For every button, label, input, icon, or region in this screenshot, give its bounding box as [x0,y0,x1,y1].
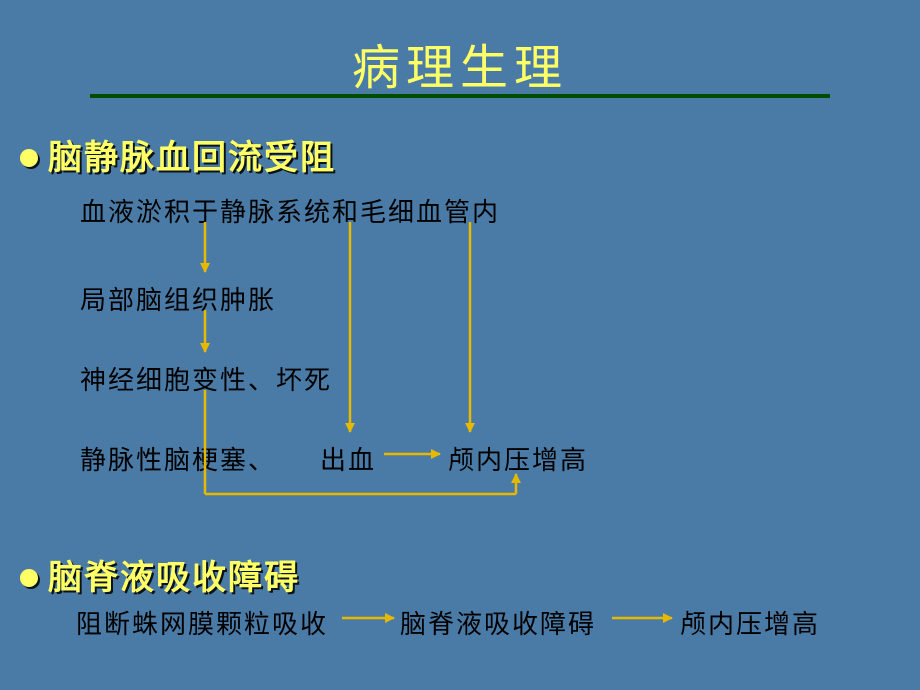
heading-2: 脑脊液吸收障碍 [20,550,300,599]
node-n6: 颅内压增高 [448,440,588,477]
node-n3: 神经细胞变性、坏死 [80,360,332,397]
node-m3: 颅内压增高 [680,604,820,641]
node-m1: 阻断蛛网膜颗粒吸收 [76,604,328,641]
node-n2: 局部脑组织肿胀 [80,280,276,317]
node-m2: 脑脊液吸收障碍 [400,604,596,641]
heading-2-label: 脑脊液吸收障碍 [48,559,300,597]
title-underline [90,94,830,98]
node-n4: 静脉性脑梗塞、 [80,440,276,477]
slide-title: 病理生理 [352,28,568,98]
bullet-icon [20,149,38,167]
node-n5: 出血 [320,440,376,477]
heading-1-label: 脑静脉血回流受阻 [48,139,336,177]
node-n1: 血液淤积于静脉系统和毛细血管内 [80,192,500,229]
bullet-icon [20,569,38,587]
heading-1: 脑静脉血回流受阻 [20,130,336,179]
